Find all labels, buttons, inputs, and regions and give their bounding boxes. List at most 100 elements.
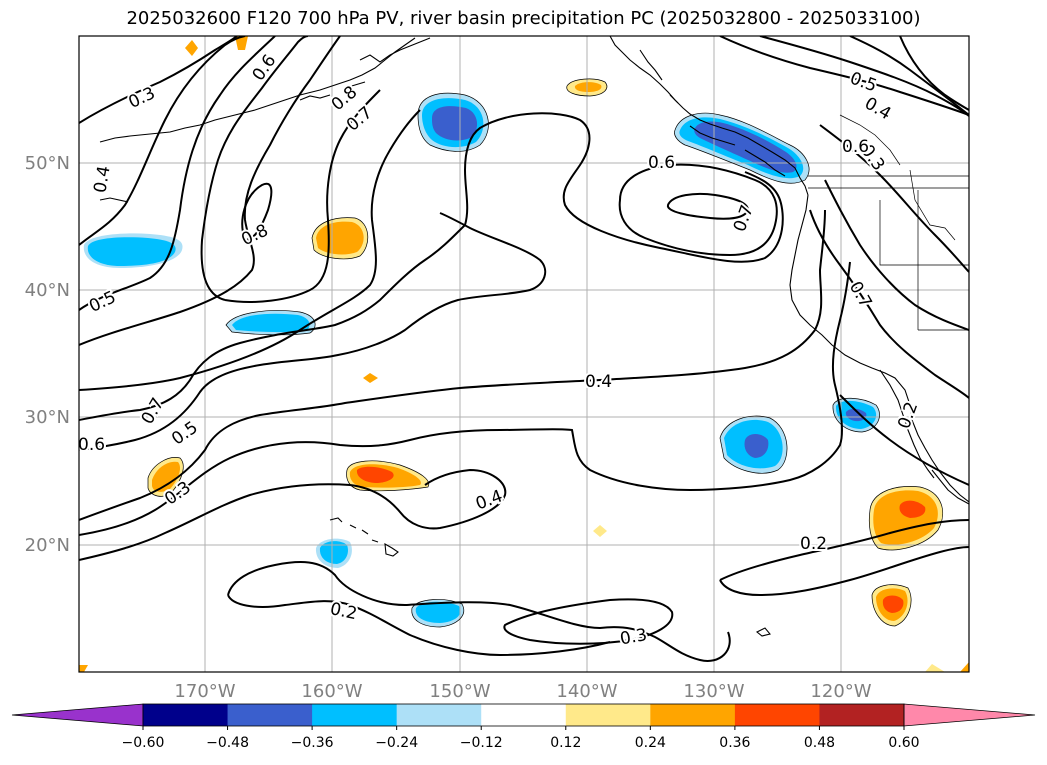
coastline-us-west: [789, 194, 969, 503]
lon-label: 130°W: [683, 681, 744, 702]
contour-label: 0.4: [861, 94, 894, 125]
plot-frame: [78, 35, 970, 673]
precip-positive-area: [152, 461, 181, 492]
coastline-mexico: [931, 469, 969, 505]
contour-label: 0.6: [78, 435, 105, 455]
lat-labels: 50°N 40°N 30°N 20°N: [25, 153, 70, 556]
contour-label: 0.6: [648, 153, 675, 173]
precip-positive-area: [363, 373, 378, 383]
coastline-baja: [879, 369, 935, 479]
colorbar-ticks: −0.60 −0.48 −0.36 −0.24 −0.12 0.12 0.24 0.36 0.4…: [122, 726, 920, 751]
pv-contour: [719, 519, 969, 581]
contour-label: 0.6: [842, 137, 869, 157]
pv-contour: [79, 36, 246, 246]
colorbar-segment: [565, 704, 651, 726]
precip-outlines: [147, 78, 944, 628]
precip-positive-area: [925, 664, 945, 672]
colorbar-tick-label: 0.48: [804, 735, 835, 751]
contour-label: 0.2: [894, 399, 922, 431]
pv-contour: [79, 209, 826, 521]
colorbar-segment: [481, 704, 567, 726]
pv-contour: [200, 36, 309, 301]
colorbar-tick-label: −0.36: [291, 735, 334, 751]
map-title: 2025032600 F120 700 hPa PV, river basin …: [126, 8, 921, 29]
precip-positive-area: [574, 82, 602, 92]
border: [808, 175, 969, 331]
contour-label: 0.3: [618, 625, 648, 649]
pv-contour: [227, 561, 731, 662]
colorbar-segment: [227, 704, 313, 726]
pv-contour: [824, 179, 969, 331]
pv-contour: [79, 109, 421, 391]
precip-positive-area: [882, 595, 904, 613]
colorbar-tick-label: 0.60: [888, 735, 919, 751]
precip-negative-area: [694, 121, 797, 173]
gridlines: [79, 36, 969, 672]
precip-negative-area: [415, 601, 461, 623]
colorbar-tick-label: −0.48: [206, 735, 249, 751]
pv-contour: [503, 598, 674, 645]
lat-label: 40°N: [25, 280, 70, 301]
colorbar-segment: [312, 704, 398, 726]
lon-label: 160°W: [301, 681, 362, 702]
hawaii-islands: [329, 517, 399, 557]
precip-negative-area: [432, 106, 478, 141]
coastlines: [99, 36, 969, 637]
pv-contour: [241, 182, 273, 242]
pv-contour: [79, 212, 547, 451]
coastline-alaska: [99, 197, 129, 203]
precip-positive-area: [873, 490, 938, 545]
precip-negative-area: [845, 408, 867, 422]
contour-label: 0.5: [847, 68, 879, 96]
precip-positive-area: [185, 40, 198, 56]
pv-contour: [79, 112, 784, 421]
precip-positive-area: [899, 500, 926, 518]
pv-contour: [79, 36, 238, 124]
lon-labels: 170°W 160°W 150°W 140°W 130°W 120°W: [174, 681, 871, 702]
colorbar-segment: [396, 704, 482, 726]
pv-contour: [759, 36, 969, 117]
lon-label: 120°W: [810, 681, 871, 702]
precip-negative-area: [744, 434, 769, 458]
pv-contour: [899, 36, 969, 111]
lat-label: 50°N: [25, 153, 70, 174]
pv-contour: [224, 89, 381, 303]
pv-contour: [227, 594, 611, 657]
pv-contour: [79, 261, 851, 536]
contour-label: 0.4: [90, 164, 114, 194]
lon-label: 170°W: [174, 681, 235, 702]
contour-label: 0.8: [238, 221, 271, 251]
lon-label: 150°W: [429, 681, 490, 702]
precip-negative-area: [232, 313, 310, 333]
contour-label: 0.7: [138, 394, 169, 427]
coastline-bc: [609, 36, 809, 196]
coastline-alaska: [99, 37, 416, 143]
coastline-alaska: [299, 37, 431, 101]
border: [839, 114, 956, 241]
lon-label: 140°W: [556, 681, 617, 702]
lat-label: 20°N: [25, 535, 70, 556]
pv-contour: [79, 36, 341, 346]
pv-contour: [79, 468, 507, 561]
contour-label: 0.3: [126, 83, 159, 113]
pv-contour: [809, 209, 969, 399]
precip-positive-area: [235, 36, 248, 50]
precip-positive-area: [356, 466, 394, 483]
precip-negative-area: [319, 541, 348, 564]
pv-contour: [839, 394, 969, 486]
colorbar-segment: [819, 704, 905, 726]
colorbar-extend-low: [11, 703, 144, 727]
precip-positive-area: [960, 662, 969, 672]
colorbar-segments: [11, 703, 1036, 727]
pv-contours: [79, 36, 969, 662]
pv-contour: [849, 36, 969, 116]
colorbar-tick-label: 0.24: [635, 735, 666, 751]
colorbar: −0.60 −0.48 −0.36 −0.24 −0.12 0.12 0.24 0.36 0.4…: [11, 703, 1036, 751]
colorbar-tick-label: 0.12: [550, 735, 581, 751]
pv-contour: [819, 124, 969, 273]
precip-shading: [79, 36, 969, 672]
contour-label: 0.7: [730, 202, 758, 234]
colorbar-segment: [143, 704, 229, 726]
precip-positive-area: [593, 525, 607, 537]
